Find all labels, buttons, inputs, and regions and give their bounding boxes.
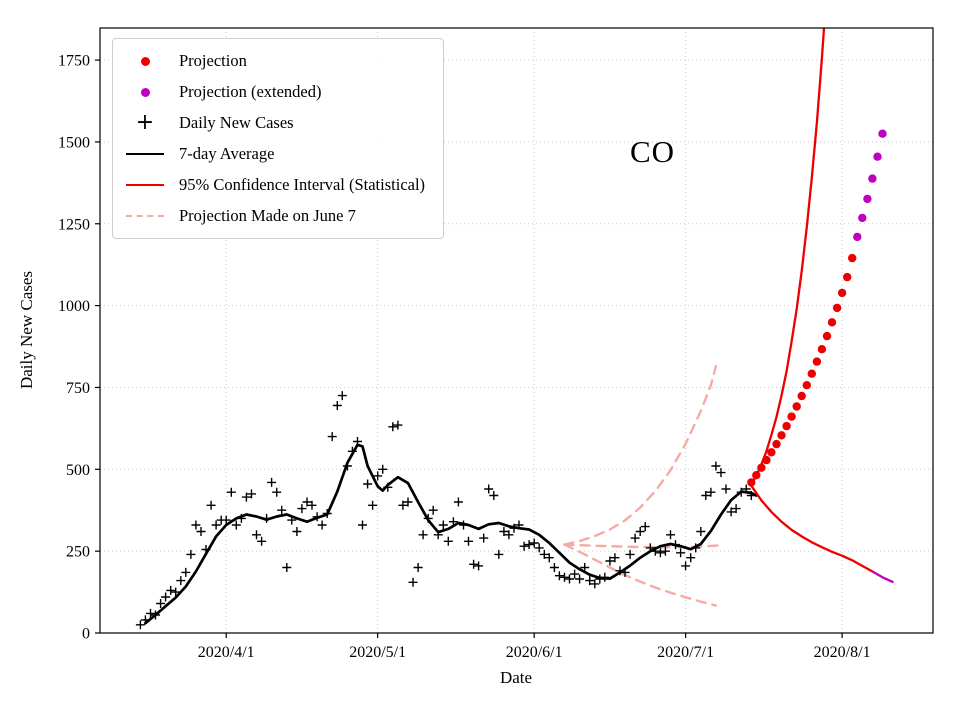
x-tick-label: 2020/5/1 (349, 644, 406, 661)
legend-item-projection: Projection (123, 49, 425, 73)
series-layer (135, 28, 894, 630)
legend-item-projection-extended-: Projection (extended) (123, 80, 425, 104)
legend-item-projection-made-on-june-7: Projection Made on June 7 (123, 204, 425, 228)
grid (100, 28, 933, 634)
y-tick-label: 1000 (58, 298, 90, 315)
legend-label: Projection Made on June 7 (179, 206, 356, 225)
x-axis-label: Date (499, 668, 533, 687)
june-7-projection-lower (563, 543, 718, 607)
chart-title: CO (630, 134, 676, 169)
legend-item-daily-new-cases: + Daily New Cases (123, 111, 425, 135)
legend: Projection Projection (extended) + Daily Ne… (112, 38, 445, 239)
legend-label: 7-day Average (179, 144, 275, 163)
legend-label: Projection (extended) (179, 82, 322, 101)
plot-frame (99, 27, 934, 634)
y-tick-label: 1750 (58, 53, 90, 70)
legend-item-7-day-average: 7-day Average (123, 142, 425, 166)
y-tick-label: 1500 (58, 134, 90, 151)
legend-line-icon (123, 184, 167, 186)
x-tick-label: 2020/4/1 (198, 644, 255, 661)
projection-extended- (853, 129, 887, 242)
legend-line-icon (123, 153, 167, 155)
y-tick-label: 250 (66, 544, 90, 561)
legend-label: Projection (179, 51, 247, 70)
95-ci-upper (750, 28, 826, 486)
projection (747, 253, 857, 487)
legend-dot-icon (123, 56, 167, 66)
y-tick-label: 0 (82, 626, 90, 643)
legend-dot-icon (123, 87, 167, 97)
daily-new-cases (135, 391, 756, 630)
x-tick-label: 2020/7/1 (657, 644, 714, 661)
june-7-projection-middle (563, 543, 723, 549)
y-axis-label: Daily New Cases (17, 270, 36, 390)
x-tick-label: 2020/6/1 (506, 644, 563, 661)
95-ci-lower-extended (871, 570, 894, 584)
june-7-projection-upper (563, 365, 718, 546)
95-ci-lower (750, 484, 874, 573)
y-tick-label: 750 (66, 380, 90, 397)
y-tick-label: 500 (66, 462, 90, 479)
legend-dashed-icon (123, 215, 167, 217)
7-day-average (144, 443, 758, 625)
axis-ticks: 2020/4/1 2020/5/1 2020/6/1 2020/7/1 2020/8/1… (58, 53, 871, 661)
legend-label: Daily New Cases (179, 113, 294, 132)
legend-plus-icon: + (135, 110, 155, 135)
legend-label: 95% Confidence Interval (Statistical) (179, 175, 426, 194)
x-tick-label: 2020/8/1 (814, 644, 871, 661)
legend-item-95-confidence-interval-statistical-: 95% Confidence Interval (Statistical) (123, 173, 425, 197)
y-tick-label: 1250 (58, 216, 90, 233)
